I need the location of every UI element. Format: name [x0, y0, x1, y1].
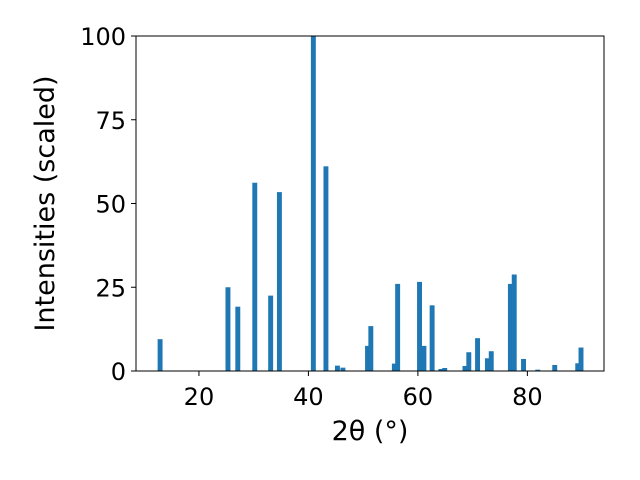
bar: [575, 363, 581, 371]
bar: [438, 368, 444, 371]
bar: [235, 306, 241, 371]
bar: [475, 338, 481, 371]
bar: [488, 351, 494, 371]
x-tick-label: 60: [403, 383, 434, 411]
bar: [391, 363, 397, 371]
bar: [507, 283, 513, 371]
bar: [417, 281, 422, 371]
bar: [276, 192, 282, 371]
bar: [484, 358, 490, 371]
bar: [552, 364, 558, 371]
x-tick-label: 20: [184, 383, 215, 411]
bar: [157, 339, 163, 371]
bar: [334, 365, 340, 371]
x-tick-label: 80: [512, 383, 543, 411]
bars: [157, 36, 584, 371]
bar: [368, 326, 374, 371]
bar: [340, 367, 346, 371]
bar: [268, 295, 274, 371]
y-axis: 0 25 50 75 100: [80, 23, 136, 386]
y-tick-label: 50: [95, 191, 126, 219]
bar: [462, 365, 468, 371]
bar: [578, 347, 584, 371]
y-tick-label: 25: [95, 274, 126, 302]
bar: [429, 305, 435, 371]
bar: [252, 182, 258, 371]
bar: [511, 274, 517, 371]
bar: [466, 352, 472, 371]
bar: [310, 36, 316, 371]
y-axis-label: Intensities (scaled): [30, 75, 61, 331]
bar: [365, 345, 370, 371]
plot-frame: [135, 35, 605, 372]
bar: [521, 358, 526, 371]
bar: [535, 369, 541, 371]
bar: [225, 287, 231, 371]
bar: [395, 283, 401, 371]
x-tick-label: 40: [293, 383, 324, 411]
bar: [323, 166, 329, 371]
x-axis: 20 40 60 80: [184, 371, 543, 411]
bar: [442, 367, 448, 371]
x-axis-label: 2θ (°): [332, 416, 409, 447]
bar: [421, 345, 427, 371]
y-tick-label: 0: [111, 358, 126, 386]
y-tick-label: 100: [80, 23, 126, 51]
y-tick-label: 75: [95, 107, 126, 135]
